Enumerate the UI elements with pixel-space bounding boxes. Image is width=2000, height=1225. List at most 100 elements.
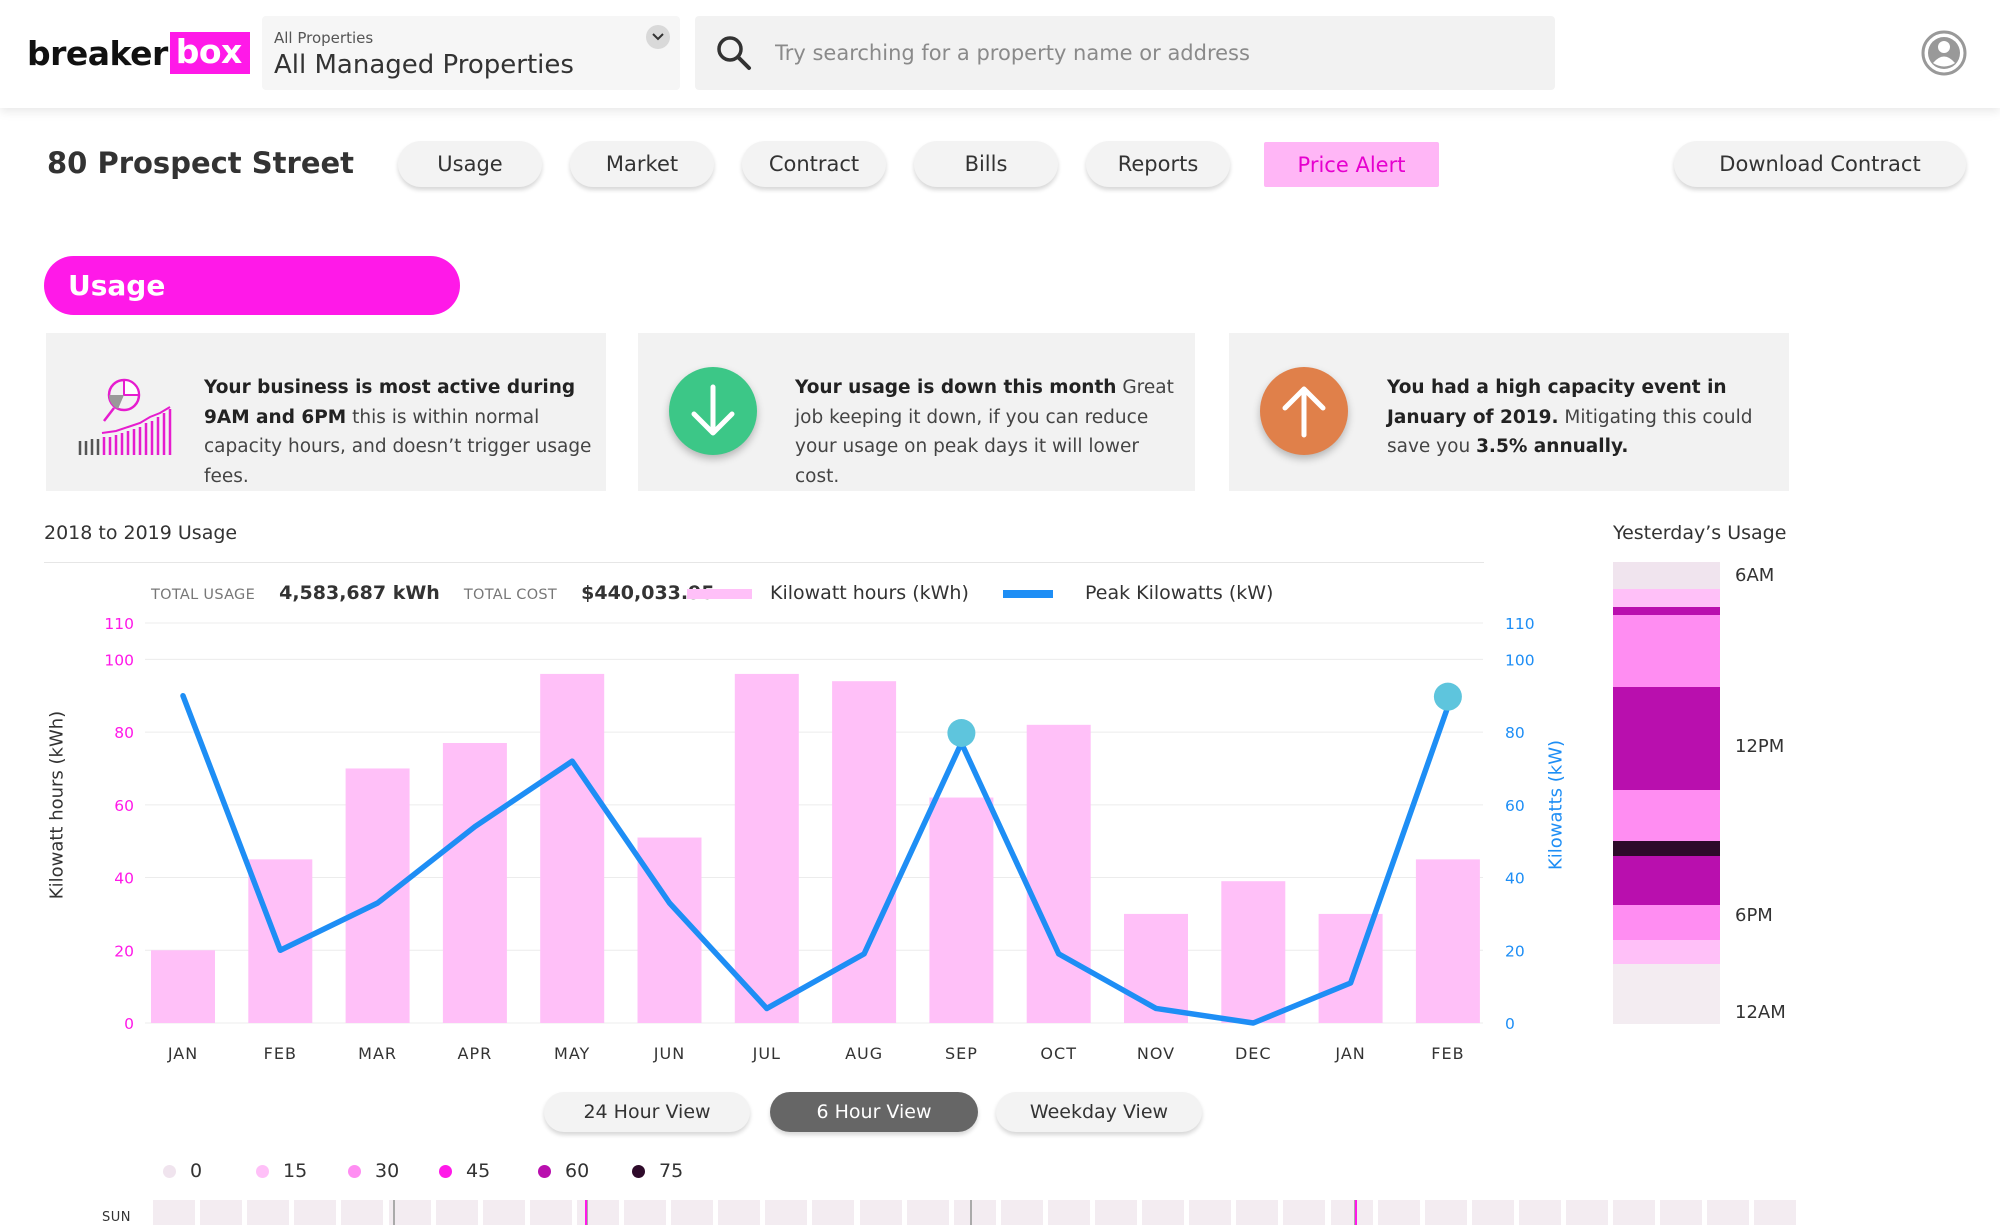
heatmap-cell[interactable] [812,1200,855,1225]
peak-kw-point [1445,704,1450,709]
y-tick-right: 110 [1505,615,1535,633]
heatmap-cell[interactable] [1189,1200,1232,1225]
tab-market[interactable]: Market [570,141,714,187]
scale-dot [632,1164,645,1178]
bar-kwh-4 [442,743,507,1023]
heatmap-cell[interactable] [153,1200,195,1225]
heatmap-cell[interactable] [1283,1200,1326,1225]
x-tick-label: NOV [1137,1044,1175,1063]
heatmap-cell[interactable] [1095,1200,1137,1225]
yesterday-segment [1613,606,1720,615]
scale-item-75: 75 [632,1160,683,1182]
chevron-down-icon[interactable] [646,25,670,49]
heatmap-cell[interactable] [624,1200,666,1225]
total-usage-value: 4,583,687 kWh [279,582,440,604]
search-bar[interactable] [695,16,1555,90]
peak-highlight-point [1433,682,1462,711]
usage-section-header: Usage [44,256,460,315]
property-selector-caption: All Properties [274,29,374,47]
x-tick-label: APR [458,1044,493,1063]
view-24-hour-button[interactable]: 24 Hour View [544,1092,750,1132]
x-tick-label: JAN [167,1044,198,1063]
heatmap-cell[interactable] [859,1200,902,1225]
yesterday-usage-bar [1613,562,1720,1024]
x-tick-label: AUG [845,1044,883,1063]
peak-kw-point [1251,1021,1256,1025]
yesterday-label-12am: 12AM [1735,1002,1786,1023]
heatmap-cell[interactable] [529,1200,572,1225]
arrow-up-icon [1260,367,1348,455]
heatmap-cell[interactable] [671,1200,714,1225]
tab-contract[interactable]: Contract [742,141,886,187]
heatmap-cell[interactable] [435,1200,478,1225]
arrow-down-icon [669,367,757,455]
y-tick-right: 0 [1505,1015,1515,1033]
heatmap-cell[interactable] [906,1200,949,1225]
property-selector[interactable]: All Properties All Managed Properties [262,16,680,90]
scale-dot [439,1164,452,1178]
heatmap-cell[interactable] [1613,1200,1656,1225]
heatmap-cell[interactable] [1330,1200,1373,1225]
peak-kw-point [1348,981,1353,985]
scale-label: 30 [375,1160,400,1182]
y-tick-left: 60 [114,797,134,815]
scale-item-60: 60 [538,1160,589,1182]
y-tick-left: 100 [104,651,134,669]
view-6-hour-button[interactable]: 6 Hour View [770,1092,978,1132]
heatmap-cell[interactable] [1518,1200,1561,1225]
heatmap-cell[interactable] [200,1200,243,1225]
heatmap-cell[interactable] [1754,1200,1797,1225]
user-avatar-icon[interactable] [1921,30,1967,76]
logo-text-box: box [169,32,250,74]
heatmap-cell[interactable] [765,1200,808,1225]
tab-usage[interactable]: Usage [398,141,542,187]
heatmap-cell[interactable] [1000,1200,1043,1225]
x-tick-label: JAN [1334,1044,1365,1063]
heatmap-cell[interactable] [1660,1200,1703,1225]
y-tick-left: 20 [114,942,134,960]
peak-kw-point [959,741,964,745]
peak-highlight-point [947,719,976,747]
download-contract-button[interactable]: Download Contract [1674,141,1966,187]
heatmap-cell[interactable] [1142,1200,1185,1225]
scale-item-30: 30 [348,1160,399,1182]
legend-kw-swatch [1003,590,1053,598]
yesterday-label-12pm: 12PM [1735,736,1785,757]
yesterday-segment [1613,562,1720,590]
tab-bills[interactable]: Bills [914,141,1058,187]
heatmap-cell[interactable] [1424,1200,1467,1225]
heatmap-separator [970,1200,972,1225]
heatmap-cell[interactable] [482,1200,525,1225]
heatmap-cell[interactable] [576,1200,619,1225]
heatmap-cell[interactable] [1566,1200,1608,1225]
heatmap-cell[interactable] [718,1200,761,1225]
x-tick-label: MAR [358,1044,397,1063]
heatmap-cell[interactable] [1047,1200,1090,1225]
property-title: 80 Prospect Street [47,146,355,180]
insight-rest-activity: this is within normal capacity hours, an… [204,406,592,487]
bar-kwh-7 [734,673,799,1023]
heatmap-cell[interactable] [1236,1200,1279,1225]
heatmap-cell[interactable] [1707,1200,1750,1225]
scale-label: 60 [565,1160,590,1182]
scale-dot [256,1164,269,1178]
heatmap-cell[interactable] [247,1200,290,1225]
tab-price-alert[interactable]: Price Alert [1264,142,1439,187]
heatmap-cell[interactable] [388,1200,431,1225]
heatmap-cell[interactable] [1377,1200,1420,1225]
search-input[interactable] [775,34,1535,72]
breakerbox-logo[interactable]: breaker box [27,32,250,74]
view-weekday-button[interactable]: Weekday View [996,1092,1202,1132]
heatmap-cell[interactable] [294,1200,337,1225]
heatmap-cell[interactable] [341,1200,384,1225]
bar-kwh-6 [637,837,702,1023]
heatmap-cell[interactable] [1471,1200,1514,1225]
tab-reports[interactable]: Reports [1086,141,1230,187]
bar-kwh-10 [1026,724,1091,1023]
insight-bold-savings: 3.5% annually. [1476,436,1629,457]
y-tick-right: 20 [1505,942,1525,960]
heatmap-marker [1355,1200,1357,1225]
heatmap-cell[interactable] [953,1200,996,1225]
y-tick-right: 40 [1505,870,1525,888]
insight-bold-activity: Your business is most active during 9AM … [204,377,576,428]
